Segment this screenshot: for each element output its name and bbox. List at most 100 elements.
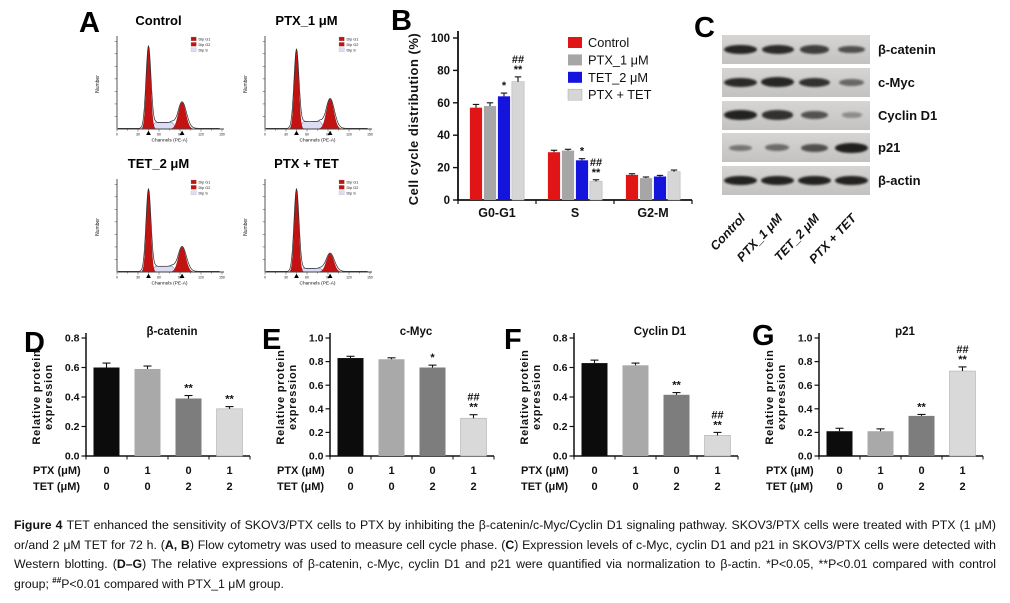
y-axis-label: expression (531, 364, 543, 430)
svg-text:60: 60 (157, 276, 161, 280)
flow-legend-label: Dip G1 (347, 181, 359, 185)
flow-legend-swatch (338, 47, 345, 52)
y-tick-label: 0.8 (309, 356, 324, 368)
svg-text:30: 30 (284, 133, 288, 137)
bar (419, 367, 446, 456)
svg-text:150: 150 (219, 133, 225, 137)
x-row-value: 0 (918, 465, 924, 477)
x-row-value: 1 (714, 465, 720, 477)
blot-band (765, 144, 790, 152)
y-tick-label: 0.0 (553, 451, 568, 463)
svg-text:30: 30 (136, 276, 140, 280)
svg-text:30: 30 (136, 133, 140, 137)
flow-legend-swatch (190, 185, 197, 190)
svg-text:120: 120 (198, 133, 204, 137)
bar (639, 178, 653, 200)
legend-label: TET_2 μM (588, 70, 648, 85)
bar (949, 370, 976, 457)
bar (653, 176, 667, 200)
blot-protein-label: Cyclin D1 (878, 107, 938, 123)
y-tick-label: 0.0 (65, 451, 80, 463)
flow-legend-label: Dip S (199, 191, 209, 195)
beta-catenin-bar-chart: 0.0 0.2 0.4 0.6 0.8 β-catenin Relative protein… (31, 326, 251, 493)
blot-band (761, 110, 794, 120)
significance-marker: ## (512, 54, 524, 66)
legend-swatch (567, 88, 583, 101)
flow-legend-label: Dip G1 (199, 38, 211, 42)
caption-segment: P<0.01 compared with PTX_1 μM group. (61, 577, 284, 592)
panel-label-e: E (262, 324, 282, 356)
x-row-value: 2 (673, 481, 679, 493)
svg-text:150: 150 (367, 133, 373, 137)
dip-peak (140, 189, 157, 273)
y-axis-label: Relative protein (764, 349, 776, 444)
peak-marker (327, 273, 333, 278)
svg-text:0: 0 (116, 276, 118, 280)
peak-marker (146, 130, 151, 135)
y-tick-label: 0.4 (65, 392, 80, 404)
x-row-value: 0 (103, 481, 109, 493)
caption-segment: Figure 4 (14, 518, 67, 532)
x-row-value: 0 (103, 465, 109, 477)
svg-text:60: 60 (157, 133, 161, 137)
flow-legend-swatch (190, 36, 197, 42)
x-category-label: S (571, 206, 579, 220)
total-fit-curve (118, 45, 220, 129)
significance-marker: * (430, 352, 435, 364)
svg-text:0: 0 (264, 133, 266, 137)
flow-legend-swatch (190, 190, 197, 195)
flow-plot-control: Control 0306090120150NumberChannels (PE-… (90, 13, 227, 151)
significance-marker: ** (592, 167, 601, 179)
peak-marker (179, 273, 185, 278)
x-row-value: 0 (429, 465, 435, 477)
flow-ylabel: Number (95, 218, 101, 236)
bar (575, 160, 589, 200)
y-tick-label: 0.2 (553, 421, 568, 433)
x-row-label: PTX (μM) (277, 465, 325, 477)
x-row-value: 1 (144, 465, 150, 477)
caption-segment: ) The relative expressions of β-catenin,… (14, 557, 996, 592)
y-tick-label: 0.6 (553, 362, 568, 374)
y-tick-label: 0.0 (309, 451, 324, 463)
panel-label-f: F (504, 324, 522, 356)
peak-marker (294, 273, 299, 278)
x-row-value: 2 (918, 481, 924, 493)
flow-xlabel: Channels (PE-A) (300, 281, 336, 287)
flow-ylabel: Number (95, 75, 101, 93)
blot-band (800, 111, 829, 119)
caption-segment: D–G (116, 557, 143, 572)
blot-protein-label: β-actin (878, 173, 921, 189)
flow-legend-label: Dip G1 (199, 181, 211, 185)
svg-text:120: 120 (198, 276, 204, 280)
total-fit-curve (266, 48, 368, 129)
bar (826, 431, 853, 456)
bar (581, 363, 608, 456)
significance-marker: ** (958, 354, 967, 366)
blot-band (724, 77, 757, 87)
blot-protein-label: β-catenin (878, 42, 936, 57)
blot-band (834, 175, 868, 186)
blot-strip (722, 166, 870, 196)
significance-marker: ** (917, 401, 926, 413)
flow-xlabel: Channels (PE-A) (152, 138, 188, 144)
panel-label-a: A (79, 7, 100, 39)
total-fit-curve (266, 188, 368, 272)
y-axis-label: Cell cycle distribution (%) (406, 33, 421, 205)
y-tick-label: 20 (437, 163, 450, 175)
flow-legend-swatch (338, 36, 345, 42)
blot-band (800, 143, 829, 152)
dip-peak (167, 246, 197, 273)
significance-marker: ** (469, 402, 478, 414)
y-tick-label: 0.8 (798, 356, 813, 368)
dip-peak (167, 102, 197, 130)
caption-segment: C (505, 537, 515, 552)
chart-title: β-catenin (146, 326, 197, 338)
x-row-value: 2 (470, 481, 476, 493)
significance-marker: ## (590, 157, 602, 169)
caption-segment: A, B (164, 537, 190, 552)
y-tick-label: 40 (437, 130, 450, 142)
x-row-value: 1 (388, 465, 394, 477)
flow-legend-swatch (338, 185, 345, 190)
flow-legend-label: Dip G2 (199, 43, 211, 47)
blot-band (724, 44, 757, 55)
